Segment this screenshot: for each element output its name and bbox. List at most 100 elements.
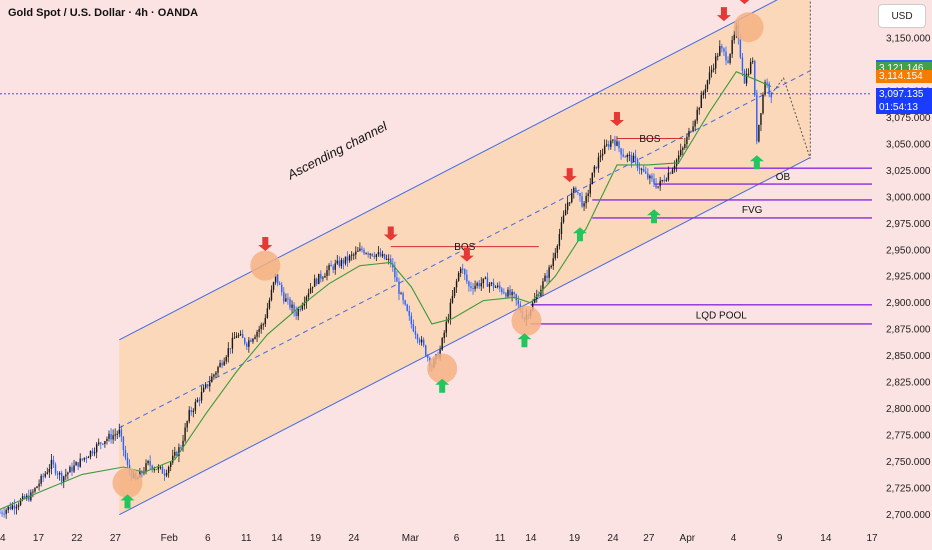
- candle-body: [169, 462, 172, 467]
- candle-body: [636, 159, 639, 168]
- candle-body: [40, 475, 42, 484]
- candle-body: [684, 144, 686, 148]
- candle-body: [593, 166, 596, 173]
- candle-body: [770, 92, 772, 98]
- candle-body: [501, 288, 503, 293]
- candle-body: [571, 192, 573, 203]
- candle-body: [213, 374, 215, 377]
- candle-body: [274, 274, 277, 283]
- candle-body: [231, 337, 234, 349]
- candle-body: [494, 286, 497, 288]
- candle-body: [285, 298, 287, 302]
- arrow-down-icon: [609, 111, 624, 126]
- candle-body: [544, 275, 546, 282]
- candle-body: [579, 192, 581, 197]
- candle-body: [355, 251, 357, 255]
- candle-body: [63, 476, 65, 482]
- zone-label: LQD POOL: [696, 310, 748, 321]
- candle-body: [215, 372, 217, 375]
- candle-body: [278, 283, 281, 285]
- candle-body: [369, 253, 371, 255]
- candle-body: [626, 154, 628, 158]
- candle-body: [114, 434, 116, 436]
- candle-body: [462, 268, 464, 270]
- candle-body: [661, 180, 663, 182]
- candle-body: [9, 506, 12, 510]
- candle-body: [188, 410, 190, 422]
- candle-body: [741, 57, 744, 71]
- swing-marker: [112, 467, 143, 498]
- candle-body: [334, 263, 336, 270]
- candle-body: [93, 452, 96, 454]
- candle-body: [295, 311, 297, 317]
- candle-body: [610, 140, 612, 147]
- candle-body: [698, 108, 700, 110]
- candle-body: [379, 252, 382, 257]
- candle-body: [612, 139, 614, 141]
- price-tag-value: 3,097.135: [879, 88, 924, 100]
- candle-body: [54, 464, 57, 474]
- currency-selector[interactable]: USD: [878, 4, 926, 28]
- candle-body: [686, 136, 688, 145]
- candle-body: [445, 321, 448, 333]
- candle-body: [745, 73, 748, 84]
- candle-body: [377, 252, 380, 255]
- candle-body: [297, 308, 299, 317]
- candle-body: [108, 433, 110, 439]
- candle-body: [223, 361, 225, 366]
- x-tick-label: Mar: [402, 533, 420, 544]
- candle-body: [552, 258, 554, 266]
- candle-body: [357, 250, 359, 252]
- candle-body: [422, 339, 425, 346]
- candle-body: [603, 145, 606, 154]
- x-tick-label: 19: [569, 533, 581, 544]
- candle-body: [305, 296, 308, 303]
- candle-body: [556, 245, 559, 253]
- candle-body: [225, 356, 227, 362]
- candle-body: [482, 278, 485, 284]
- candle-body: [102, 443, 104, 445]
- candle-body: [365, 253, 367, 255]
- candle-body: [400, 293, 402, 295]
- swing-marker: [511, 305, 542, 336]
- candle-body: [11, 505, 14, 510]
- candle-body: [533, 298, 536, 303]
- candle-body: [219, 362, 221, 368]
- candle-body: [85, 457, 88, 459]
- candle-body: [688, 130, 690, 137]
- candle-body: [217, 367, 219, 373]
- x-tick-label: 17: [33, 533, 45, 544]
- candle-body: [472, 287, 474, 289]
- candle-body: [577, 191, 579, 193]
- candle-body: [702, 92, 705, 96]
- candle-body: [23, 496, 26, 499]
- candle-body: [283, 292, 285, 302]
- candle-body: [91, 450, 94, 454]
- candle-body: [1, 512, 3, 514]
- candle-body: [375, 254, 378, 258]
- candle-body: [209, 382, 211, 387]
- candle-body: [194, 402, 197, 411]
- arrow-down-icon: [562, 168, 577, 183]
- candle-body: [756, 95, 758, 142]
- candle-body: [328, 265, 330, 271]
- candle-body: [311, 286, 314, 289]
- x-tick-label: Apr: [680, 533, 696, 544]
- swing-marker: [427, 353, 458, 384]
- candle-body: [69, 467, 71, 473]
- candle-body: [19, 499, 22, 506]
- candle-body: [719, 46, 721, 56]
- candle-body: [505, 293, 507, 297]
- candle-body: [13, 505, 16, 509]
- candle-body: [0, 512, 1, 514]
- y-tick-label: 3,075.000: [886, 113, 931, 124]
- candle-body: [42, 475, 44, 477]
- candle-body: [180, 447, 182, 449]
- candle-body: [667, 172, 670, 180]
- candle-body: [172, 455, 174, 463]
- x-tick-label: 24: [348, 533, 360, 544]
- candle-body: [254, 336, 256, 339]
- candle-body: [104, 441, 106, 445]
